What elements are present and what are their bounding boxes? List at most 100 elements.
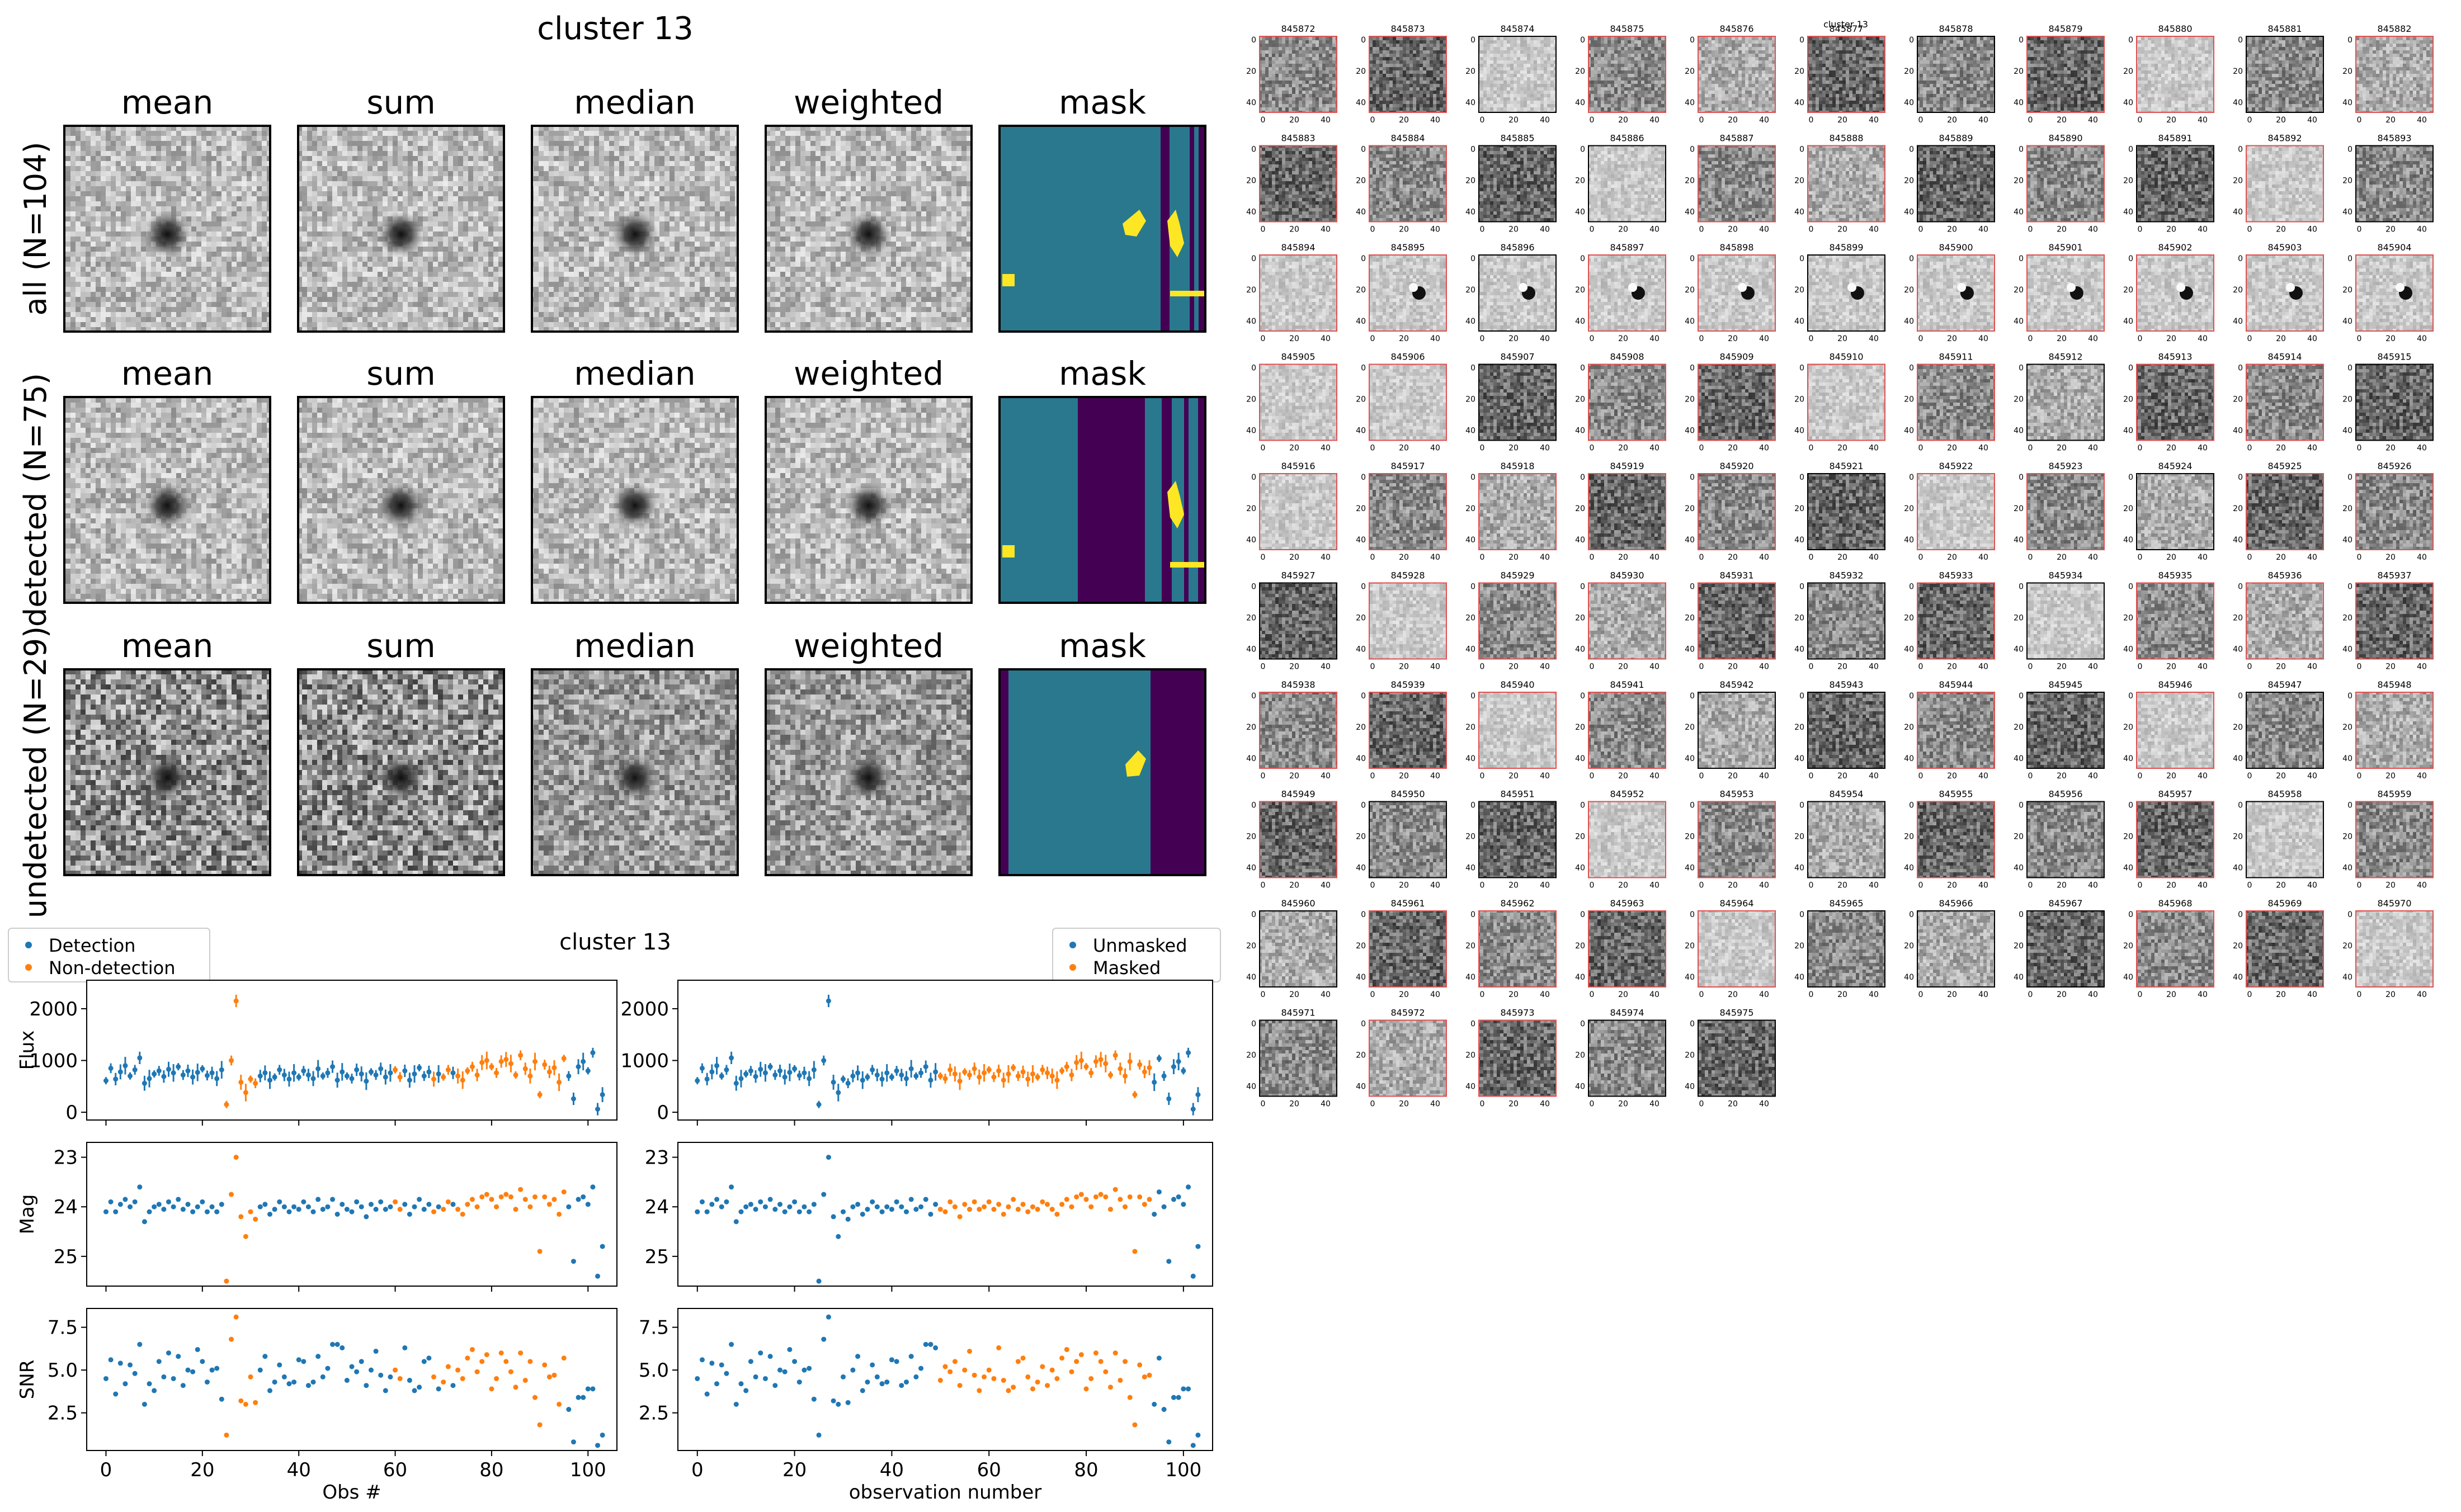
data-point: [1015, 1073, 1021, 1079]
data-point: [291, 1070, 297, 1076]
stamp-y-tick: 40: [1794, 208, 1804, 217]
x-axis-label: Obs #: [322, 1481, 381, 1504]
stamp-id-label: 845946: [2158, 679, 2192, 690]
data-point: [719, 1362, 724, 1368]
stamp-y-tick: 0: [1799, 473, 1804, 482]
stamp-id-label: 845875: [1610, 23, 1644, 34]
data-point: [325, 1204, 331, 1209]
stack-image: [765, 396, 973, 604]
stamp-x-tick: 20: [1508, 444, 1519, 453]
data-point: [180, 1072, 186, 1078]
data-point: [1195, 1244, 1201, 1249]
data-point: [277, 1362, 282, 1368]
data-point: [796, 1072, 802, 1078]
stamp-y-tick: 0: [1361, 583, 1366, 592]
stamp-id-label: 845896: [1500, 242, 1534, 253]
stamp-y-tick: 40: [2014, 754, 2024, 763]
stamp-x-tick: 20: [2385, 881, 2396, 890]
stamp-y-tick: 0: [1690, 583, 1695, 592]
data-point: [113, 1209, 119, 1215]
data-point: [933, 1345, 939, 1350]
stamp-x-tick: 0: [1261, 444, 1266, 453]
stamp-y-tick: 20: [2123, 614, 2133, 623]
stamp-y-tick: 0: [2128, 473, 2133, 482]
stamp-y-tick: 0: [1799, 910, 1804, 919]
y-tick-label: 5.0: [639, 1359, 669, 1382]
stamp-x-tick: 20: [2385, 116, 2396, 125]
data-point: [354, 1199, 360, 1204]
data-point: [724, 1067, 729, 1072]
stamp-x-tick: 0: [1261, 990, 1266, 999]
data-point: [1123, 1204, 1128, 1209]
stamp-x-tick: 0: [1261, 881, 1266, 890]
stamp-y-tick: 40: [1356, 317, 1366, 326]
data-point: [1171, 1064, 1176, 1070]
stamp-y-tick: 20: [1465, 177, 1475, 186]
data-point: [870, 1199, 875, 1204]
x-tick-label: 40: [287, 1459, 311, 1481]
data-point: [714, 1063, 720, 1069]
data-point: [977, 1074, 982, 1080]
stamp-y-tick: 20: [1356, 67, 1366, 76]
stamp-y-tick: 40: [1575, 645, 1585, 654]
stamp-x-tick: 40: [2307, 116, 2317, 125]
stamp-y-tick: 0: [2238, 583, 2243, 592]
data-point: [1186, 1184, 1191, 1190]
stamp-y-tick: 0: [1251, 1020, 1256, 1029]
data-point: [532, 1059, 538, 1064]
stamp-y-tick: 40: [2123, 317, 2133, 326]
stamp-x-tick: 40: [1978, 225, 1988, 234]
data-point: [185, 1068, 191, 1074]
stamp-id-label: 845972: [1390, 1008, 1425, 1018]
stamp-x-tick: 0: [2028, 225, 2033, 234]
stamp-y-tick: 20: [1246, 286, 1256, 295]
stamp-y-tick: 0: [1470, 801, 1475, 810]
data-point: [117, 1360, 123, 1366]
stamp-y-tick: 40: [2342, 427, 2352, 436]
data-point: [595, 1273, 601, 1279]
data-point: [272, 1379, 277, 1385]
data-point: [229, 1192, 234, 1197]
data-point: [498, 1350, 504, 1356]
data-point: [426, 1069, 432, 1075]
stamp-y-tick: 20: [1246, 833, 1256, 842]
data-point: [1137, 1062, 1143, 1067]
data-point: [180, 1207, 186, 1212]
data-point: [928, 1212, 934, 1217]
data-point: [933, 1069, 939, 1075]
stamp-id-label: 845938: [1281, 679, 1315, 690]
stamp-x-tick: 40: [1430, 772, 1440, 781]
stamp-y-tick: 40: [1356, 754, 1366, 763]
stamp-y-tick: 20: [2342, 614, 2352, 623]
data-point: [903, 1209, 909, 1215]
stamp-x-tick: 20: [1947, 334, 1957, 343]
stamp-x-tick: 0: [1918, 663, 1923, 672]
stamp-id-label: 845890: [2048, 133, 2082, 144]
stamp-x-tick: 20: [1508, 116, 1519, 125]
stamp-x-tick: 0: [1480, 116, 1485, 125]
stamp-x-tick: 0: [1809, 225, 1814, 234]
data-point: [320, 1207, 326, 1212]
data-point: [310, 1076, 316, 1081]
y-tick-label: 1000: [29, 1050, 78, 1072]
data-point: [699, 1065, 705, 1071]
data-point: [209, 1070, 215, 1076]
data-point: [918, 1204, 924, 1209]
stamp-y-tick: 40: [1904, 208, 1914, 217]
data-point: [489, 1386, 494, 1392]
data-point: [836, 1090, 841, 1095]
stamp-y-tick: 40: [1794, 754, 1804, 763]
data-point: [1137, 1194, 1143, 1199]
stamp-x-tick: 20: [1947, 553, 1957, 562]
stamp-y-tick: 40: [1246, 645, 1256, 654]
legend-marker: [1069, 964, 1076, 971]
